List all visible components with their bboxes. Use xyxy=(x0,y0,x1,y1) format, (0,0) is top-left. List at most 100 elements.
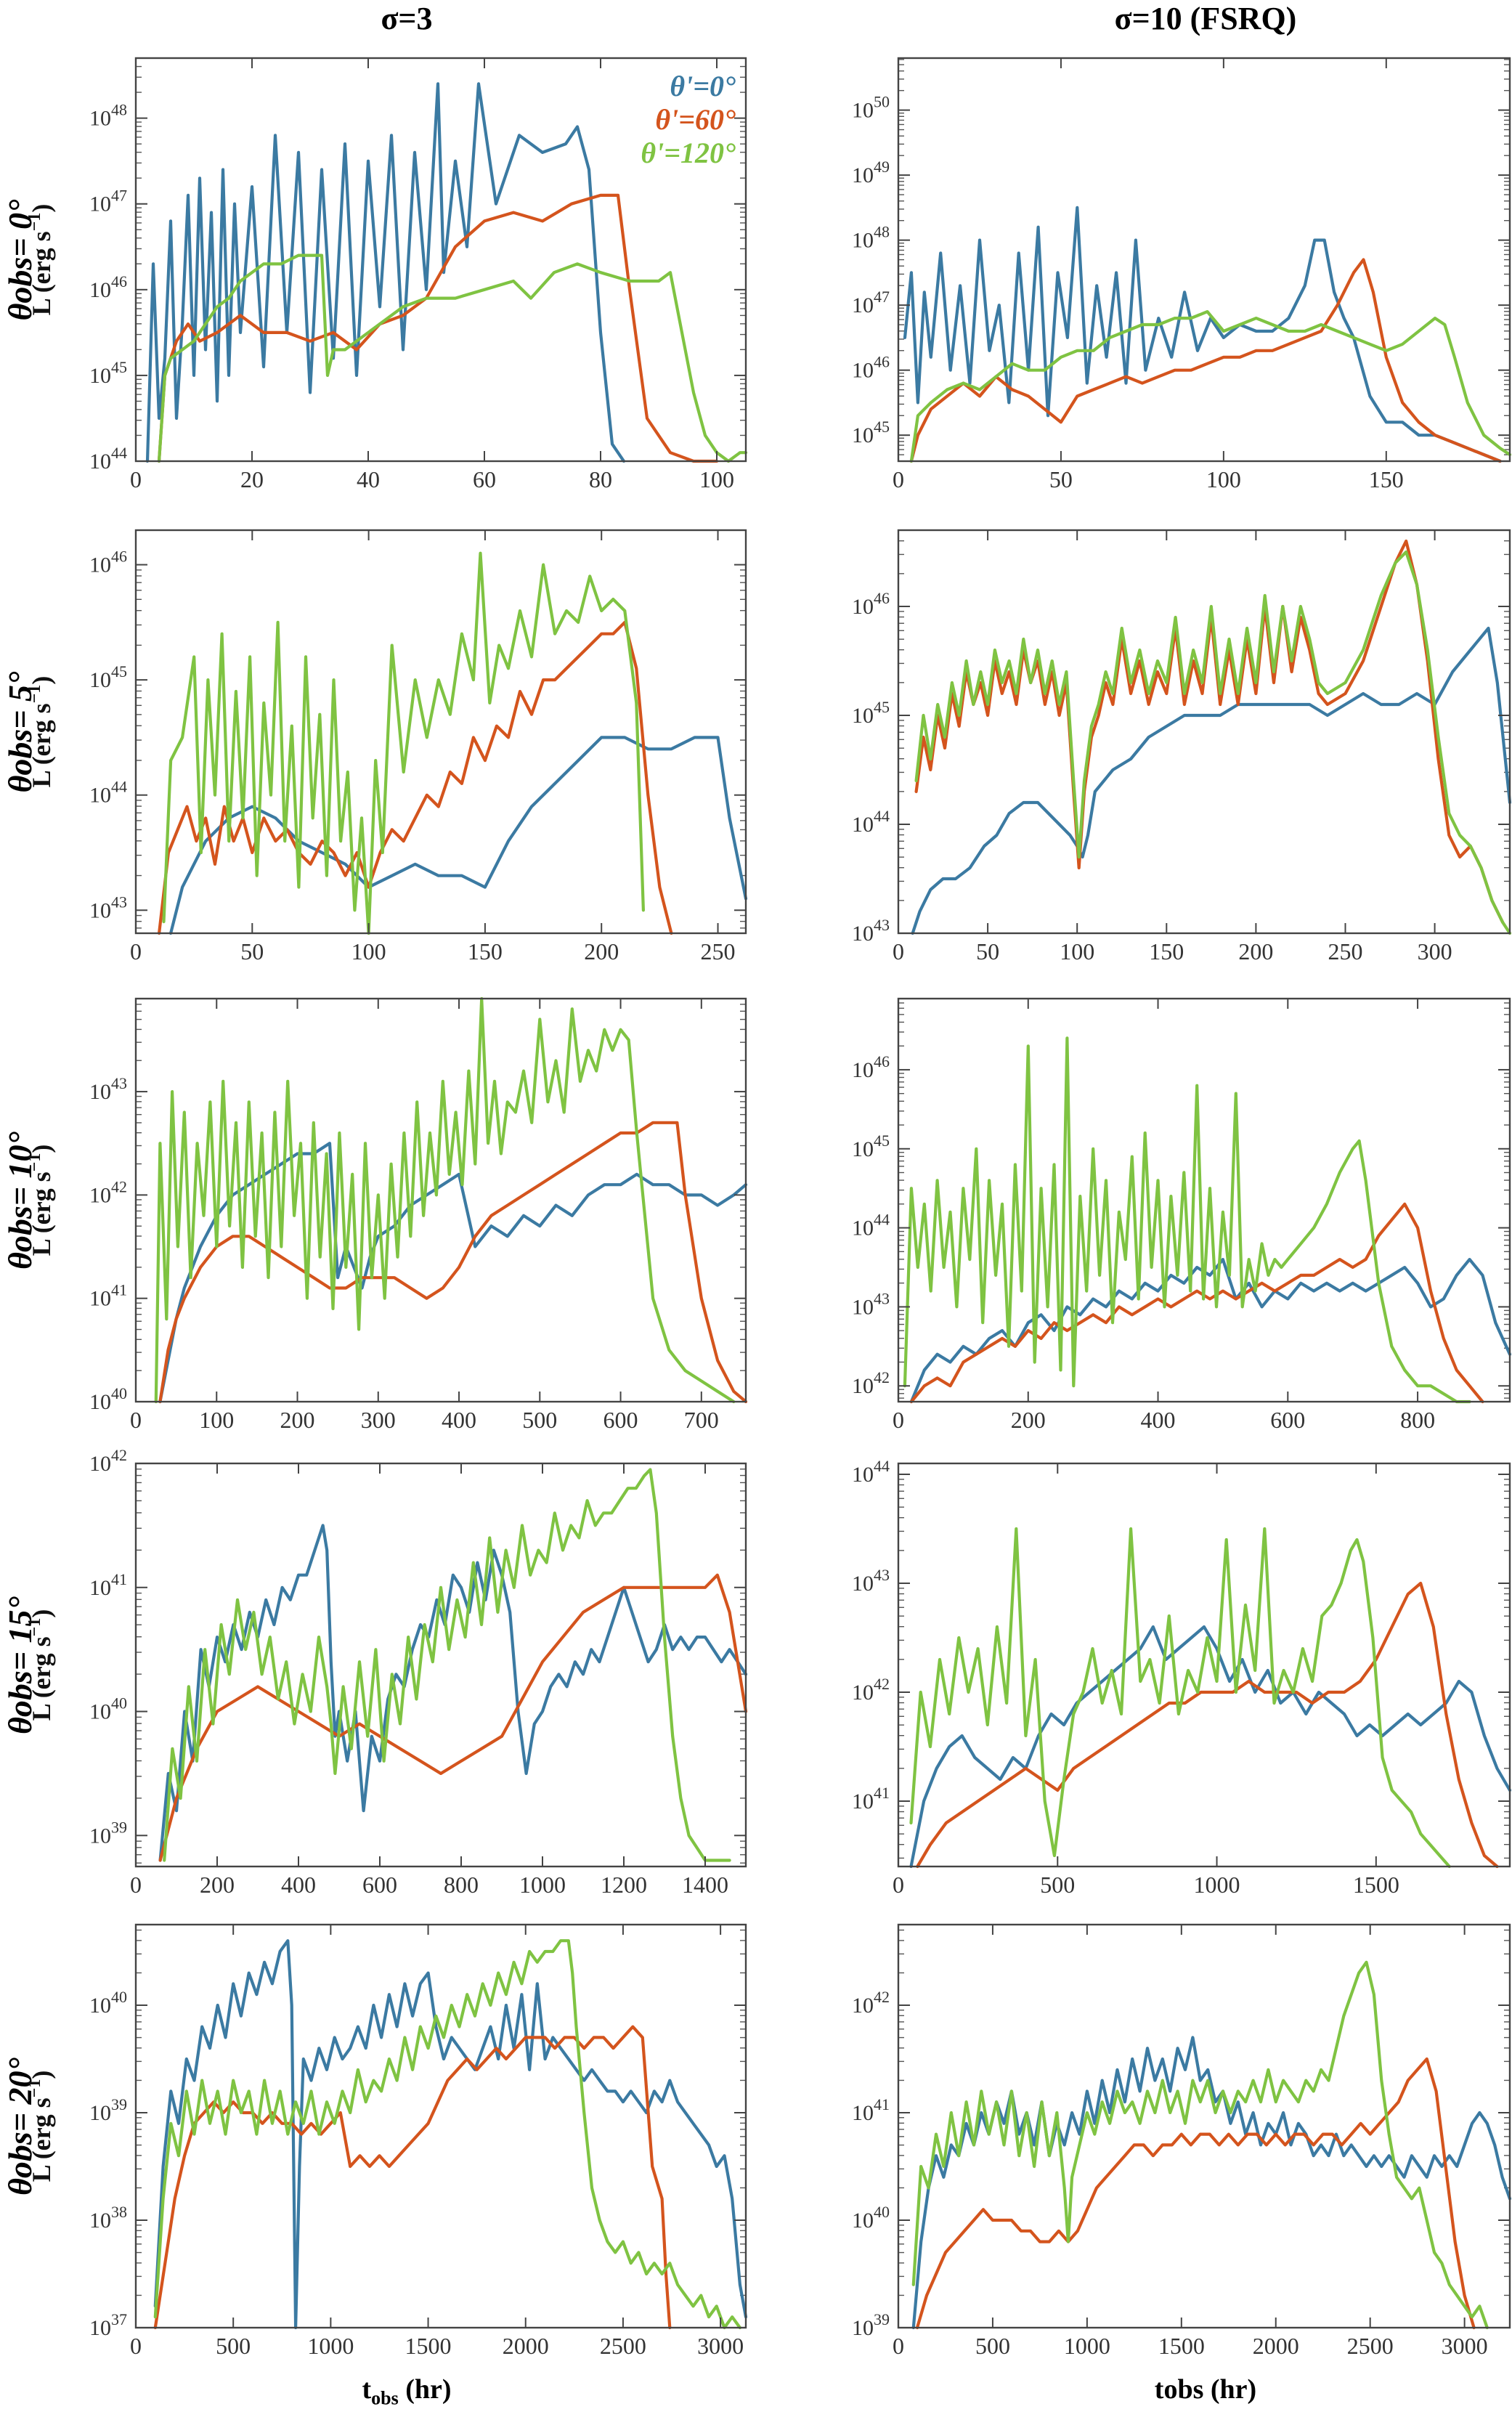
x-tick-label-2: 1000 xyxy=(1194,1872,1240,1898)
y-axis-label: L (erg s−1) xyxy=(25,1145,56,1256)
x-tick-label-0: 0 xyxy=(130,2333,142,2359)
x-tick-label-2: 1000 xyxy=(307,2333,354,2359)
plot-frame xyxy=(897,1923,1511,2329)
y-tick-label-2: 1043 xyxy=(852,1566,890,1596)
x-tick-label-0: 0 xyxy=(893,1407,904,1433)
x-tick-label-3: 300 xyxy=(361,1407,396,1433)
legend-entry-1: θ'=60° xyxy=(655,103,736,136)
plot-frame xyxy=(134,57,747,463)
x-tick-label-3: 600 xyxy=(1270,1407,1305,1433)
y-tick-label-2: 1041 xyxy=(89,1570,127,1600)
chart-panel-7: 0 500 1000 1500 1041 1042 1043 1044 xyxy=(852,1457,1512,1898)
y-tick-label-3: 1048 xyxy=(852,223,890,253)
x-tick-label-3: 60 xyxy=(473,466,496,492)
x-tick-label-0: 0 xyxy=(130,1407,142,1433)
series-line-2 xyxy=(909,1527,1451,1869)
series-line-0 xyxy=(911,2036,1512,2330)
x-tick-label-4: 2000 xyxy=(1253,2333,1299,2359)
x-tick-label-5: 2500 xyxy=(1347,2333,1394,2359)
plot-frame xyxy=(134,997,747,1403)
x-tick-label-6: 3000 xyxy=(1442,2333,1488,2359)
y-tick-label-0: 1040 xyxy=(89,1384,127,1414)
x-tick-label-5: 250 xyxy=(701,938,736,964)
x-tick-label-6: 600 xyxy=(603,1407,638,1433)
minor-ticks xyxy=(898,59,1510,462)
x-tick-label-1: 500 xyxy=(1040,1872,1075,1898)
x-tick-label-0: 0 xyxy=(130,1872,142,1898)
x-tick-label-1: 50 xyxy=(240,938,264,964)
y-tick-label-0: 1043 xyxy=(89,893,127,922)
y-tick-label-1: 1042 xyxy=(852,1675,890,1705)
y-tick-label-3: 1045 xyxy=(852,1132,890,1161)
x-tick-label-1: 200 xyxy=(200,1872,235,1898)
plot-frame xyxy=(897,997,1511,1403)
x-tick-label-2: 100 xyxy=(1060,938,1094,964)
minor-ticks xyxy=(136,1004,746,1371)
y-tick-label-4: 1048 xyxy=(89,101,127,131)
y-axis-label: L (erg s−1) xyxy=(25,204,56,316)
minor-ticks xyxy=(136,1929,746,2296)
x-tick-label-4: 200 xyxy=(1238,938,1273,964)
y-tick-label-3: 1046 xyxy=(852,589,890,619)
x-tick-label-5: 1000 xyxy=(519,1872,566,1898)
series-line-2 xyxy=(162,551,645,935)
series-line-2 xyxy=(157,253,748,463)
minor-ticks xyxy=(898,1929,1510,2296)
y-tick-label-1: 1045 xyxy=(89,358,127,388)
x-tick-label-2: 400 xyxy=(281,1872,316,1898)
plot-frame xyxy=(134,1923,747,2329)
x-tick-label-1: 200 xyxy=(1011,1407,1046,1433)
y-tick-label-1: 1043 xyxy=(852,1289,890,1319)
x-tick-label-1: 500 xyxy=(975,2333,1010,2359)
x-tick-label-6: 300 xyxy=(1418,938,1452,964)
series-line-0 xyxy=(158,1142,748,1404)
series-line-0 xyxy=(909,1258,1512,1404)
chart-panel-9: 0 500 1000 1500 2000 2500 3000 1039 1040 1041 1042 xyxy=(852,1923,1512,2359)
x-tick-label-1: 50 xyxy=(1049,466,1073,492)
minor-ticks xyxy=(898,529,1510,901)
y-tick-label-4: 1049 xyxy=(852,158,890,187)
y-tick-label-2: 1047 xyxy=(852,288,890,317)
x-tick-label-1: 50 xyxy=(976,938,999,964)
y-tick-label-2: 1042 xyxy=(89,1177,127,1207)
series-line-1 xyxy=(915,2057,1476,2330)
x-tick-label-2: 40 xyxy=(357,466,380,492)
y-tick-label-0: 1039 xyxy=(89,1818,127,1848)
series-line-1 xyxy=(158,620,673,935)
y-tick-label-0: 1044 xyxy=(89,444,127,474)
x-tick-label-5: 100 xyxy=(699,466,734,492)
legend: θ'=0°θ'=60°θ'=120° xyxy=(641,70,736,169)
x-tick-label-5: 2500 xyxy=(600,2333,646,2359)
y-tick-label-3: 1042 xyxy=(852,1988,890,2018)
y-tick-label-4: 1046 xyxy=(852,1052,890,1082)
x-tick-label-3: 1500 xyxy=(1353,1872,1399,1898)
y-tick-label-3: 1042 xyxy=(89,1446,127,1476)
series-line-1 xyxy=(153,2025,672,2330)
x-tick-label-7: 1400 xyxy=(682,1872,728,1898)
x-tick-label-0: 0 xyxy=(893,938,904,964)
y-tick-label-1: 1038 xyxy=(89,2203,127,2233)
x-tick-label-4: 2000 xyxy=(503,2333,549,2359)
y-tick-label-0: 1041 xyxy=(852,1784,890,1813)
left-x-axis-label: tobs (hr) xyxy=(65,2373,748,2410)
series-line-1 xyxy=(909,1202,1484,1404)
y-tick-label-1: 1040 xyxy=(852,2203,890,2233)
y-tick-label-3: 1047 xyxy=(89,187,127,216)
chart-panel-2: 0 50 100 150 200 250 1043 1044 1045 1046 L (erg s−… xyxy=(25,529,748,964)
y-tick-label-1: 1041 xyxy=(89,1281,127,1311)
y-tick-label-3: 1043 xyxy=(89,1074,127,1104)
minor-ticks xyxy=(898,1479,1510,1859)
series-line-2 xyxy=(914,550,1512,935)
y-tick-label-3: 1044 xyxy=(852,1457,890,1487)
x-tick-label-0: 0 xyxy=(130,938,142,964)
series-line-0 xyxy=(145,82,626,463)
x-tick-label-0: 0 xyxy=(893,1872,904,1898)
right-x-axis-label: tobs (hr) xyxy=(1154,2374,1257,2405)
x-tick-label-3: 600 xyxy=(362,1872,397,1898)
x-tick-label-6: 1200 xyxy=(601,1872,647,1898)
x-tick-label-5: 500 xyxy=(522,1407,557,1433)
left-x-label-subscript: obs xyxy=(371,2387,399,2409)
x-tick-label-3: 150 xyxy=(468,938,503,964)
series-line-2 xyxy=(154,996,736,1404)
y-tick-label-3: 1046 xyxy=(89,548,127,577)
